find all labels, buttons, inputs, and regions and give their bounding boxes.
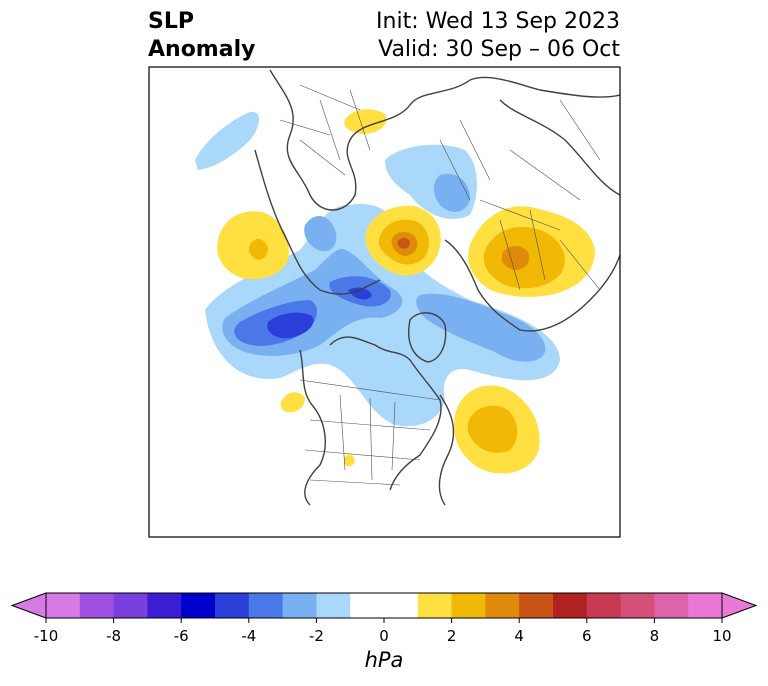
colorbar-bin xyxy=(586,593,622,618)
colorbar-tick-label: -4 xyxy=(241,627,256,645)
map-frame xyxy=(148,66,621,538)
colorbar-tick-label: -10 xyxy=(34,627,59,645)
colorbar-tick-label: -8 xyxy=(106,627,121,645)
colorbar-bin xyxy=(147,593,182,618)
colorbar-extend-high xyxy=(721,592,758,619)
colorbar-bin xyxy=(46,593,81,618)
colorbar-bin xyxy=(451,593,486,618)
colorbar-tick-label: 6 xyxy=(582,627,592,645)
colorbar-bin xyxy=(620,593,655,618)
forecast-info: Init: Wed 13 Sep 2023 Valid: 30 Sep – 06… xyxy=(376,8,620,64)
valid-range: Valid: 30 Sep – 06 Oct xyxy=(378,37,620,62)
country-borders xyxy=(279,84,601,486)
colorbar-bin xyxy=(519,593,554,618)
colorbar-ticks: -10 -8 -6 -4 -2 0 2 4 6 8 10 xyxy=(34,618,732,645)
colorbar-tick-label: 2 xyxy=(447,627,457,645)
colorbar-tick-label: 4 xyxy=(514,627,524,645)
coastlines xyxy=(254,69,620,506)
colorbar-bin xyxy=(553,593,588,618)
colorbar-extend-low xyxy=(10,592,47,619)
colorbar-bin xyxy=(215,593,250,618)
negative-anomaly-region xyxy=(195,111,560,427)
positive-anomaly-region xyxy=(217,109,595,474)
colorbar-bin xyxy=(350,593,419,618)
colorbar-tick-label: -6 xyxy=(174,627,189,645)
colorbar-bin xyxy=(417,593,453,618)
colorbar-unit-label: hPa xyxy=(364,648,404,672)
colorbar-bin xyxy=(248,593,284,618)
colorbar-bins xyxy=(46,593,723,618)
title-line-1: SLP xyxy=(148,9,194,34)
map-title: SLP Anomaly xyxy=(148,8,255,64)
colorbar-bin xyxy=(688,593,723,618)
colorbar-bin xyxy=(113,593,148,618)
colorbar-bin xyxy=(79,593,115,618)
colorbar-bin xyxy=(282,593,317,618)
colorbar-bin xyxy=(485,593,520,618)
colorbar-bin xyxy=(654,593,689,618)
colorbar-tick-label: 10 xyxy=(712,627,731,645)
anomaly-field xyxy=(149,67,620,537)
colorbar-tick-label: 8 xyxy=(650,627,660,645)
colorbar-bin xyxy=(181,593,216,618)
colorbar-bin xyxy=(316,593,351,618)
title-line-2: Anomaly xyxy=(148,37,256,62)
init-date: Init: Wed 13 Sep 2023 xyxy=(376,9,620,34)
colorbar-tick-label: -2 xyxy=(309,627,324,645)
colorbar-tick-label: 0 xyxy=(379,627,389,645)
